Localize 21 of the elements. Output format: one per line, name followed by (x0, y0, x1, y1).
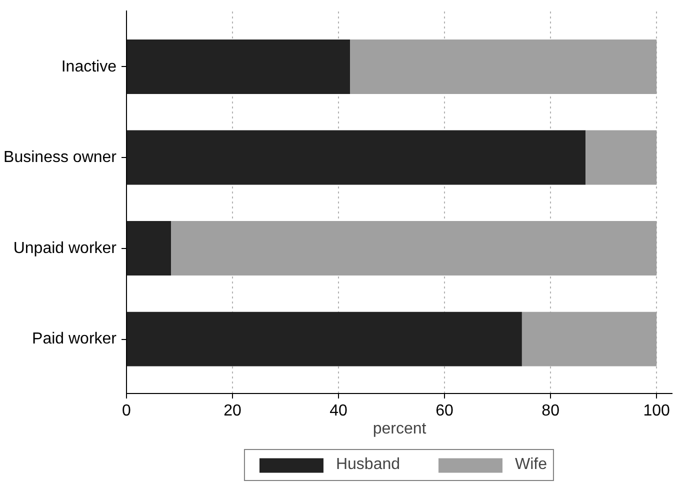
bar (522, 312, 657, 366)
bar (126, 221, 172, 276)
x-tick-label: 20 (224, 402, 242, 420)
bar (126, 40, 350, 94)
legend-label: Wife (515, 456, 548, 474)
x-axis-title: percent (372, 420, 427, 438)
bar (171, 221, 657, 276)
x-tick-label: 0 (122, 402, 132, 420)
bar (586, 130, 657, 185)
x-tick-label: 80 (542, 402, 560, 420)
y-tick-label: Paid worker (32, 330, 118, 348)
y-tick-label: Inactive (61, 58, 117, 76)
legend-label: Husband (336, 456, 400, 474)
y-tick-label: Unpaid worker (13, 240, 118, 257)
bar (126, 130, 586, 185)
bar (126, 312, 522, 366)
bar (350, 40, 657, 94)
x-tick-label: 60 (436, 402, 454, 420)
x-tick-label: 40 (330, 402, 348, 420)
x-tick-label: 100 (643, 402, 670, 420)
y-tick-label: Business owner (4, 149, 118, 166)
